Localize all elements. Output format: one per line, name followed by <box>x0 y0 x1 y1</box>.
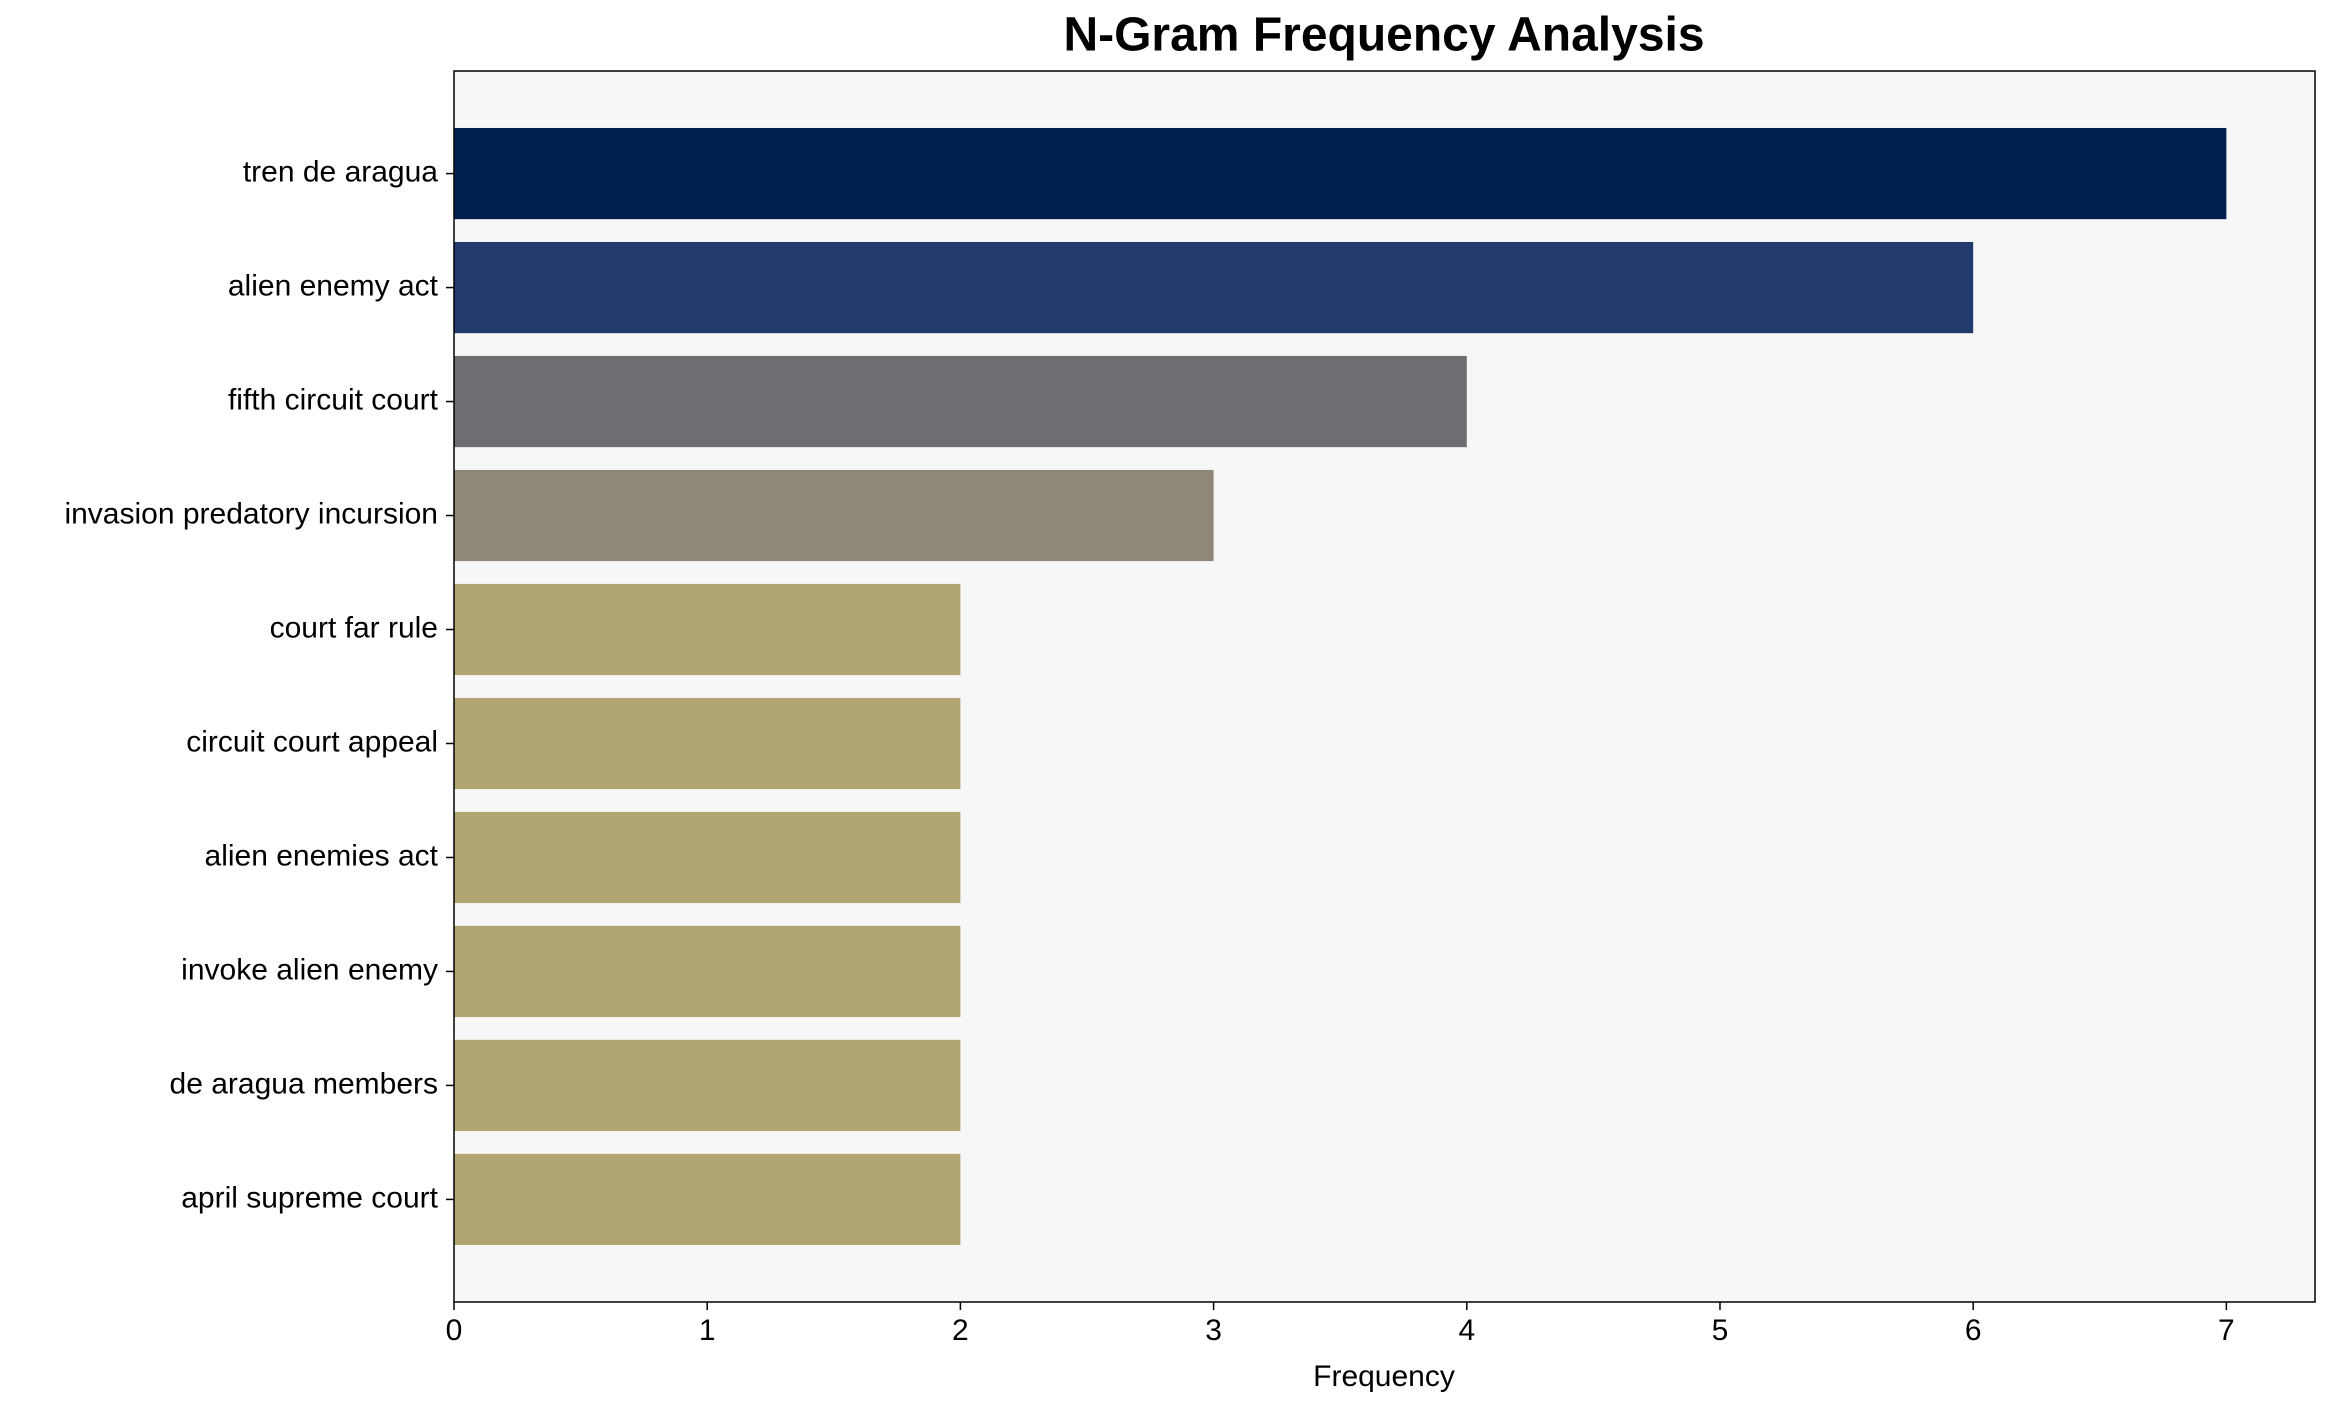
bar <box>454 469 1214 562</box>
x-tick-label: 4 <box>1458 1314 1475 1347</box>
plot-frame <box>453 70 2316 1303</box>
y-tick-label: alien enemies act <box>205 839 439 872</box>
y-tick-label: invoke alien enemy <box>181 953 438 986</box>
bar <box>454 697 961 790</box>
x-tick-label: 1 <box>699 1314 716 1347</box>
y-tick-label: fifth circuit court <box>228 383 439 416</box>
bar <box>454 925 961 1018</box>
x-tick-label: 3 <box>1205 1314 1222 1347</box>
x-tick-label: 2 <box>952 1314 969 1347</box>
y-tick-label: circuit court appeal <box>186 725 438 758</box>
x-tick-label: 5 <box>1712 1314 1729 1347</box>
bar <box>454 127 2227 220</box>
x-tick-label: 6 <box>1965 1314 1982 1347</box>
bar <box>454 241 1974 334</box>
bar <box>454 1039 961 1132</box>
y-tick-label: court far rule <box>270 611 438 644</box>
y-tick-label: invasion predatory incursion <box>64 497 438 530</box>
y-tick-label: april supreme court <box>181 1181 438 1214</box>
y-tick-label: tren de aragua <box>243 156 438 189</box>
y-tick-label: de aragua members <box>170 1067 438 1100</box>
x-tick-label: 7 <box>2218 1314 2235 1347</box>
chart-title: N-Gram Frequency Analysis <box>1063 9 1704 62</box>
x-tick-label: 0 <box>446 1314 463 1347</box>
bar <box>454 1153 961 1246</box>
bar <box>454 583 961 676</box>
x-axis-label: Frequency <box>1313 1360 1455 1393</box>
bar <box>454 811 961 904</box>
bar <box>454 355 1467 448</box>
y-tick-label: alien enemy act <box>228 269 439 302</box>
